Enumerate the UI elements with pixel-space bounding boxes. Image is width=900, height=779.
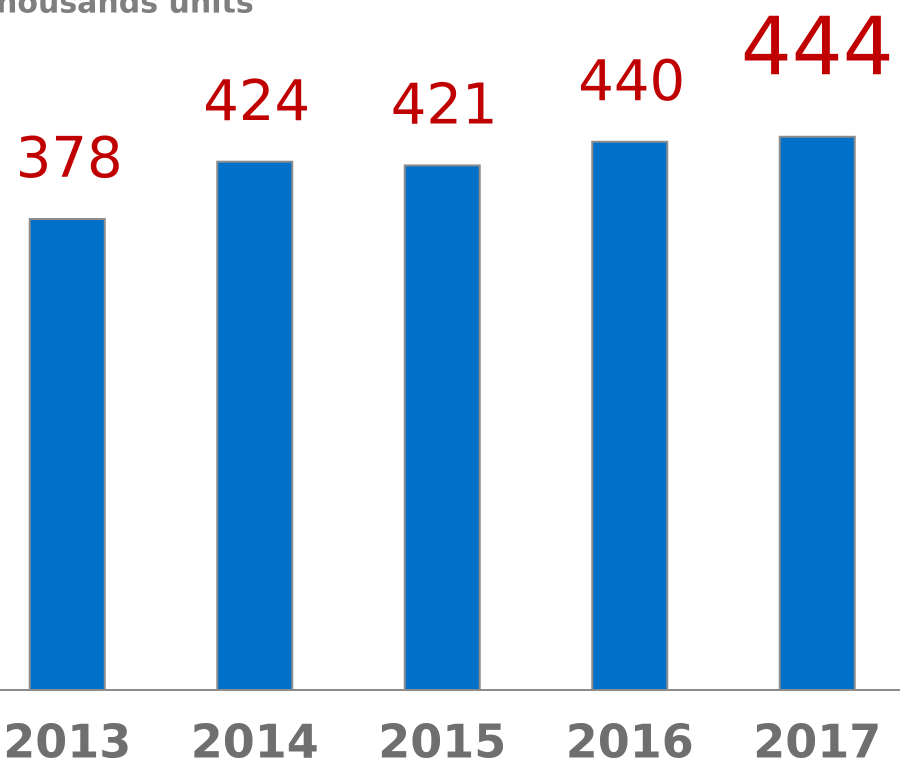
x-tick-label: 2017	[753, 715, 881, 769]
bar	[28, 218, 106, 691]
chart-title: housands units	[0, 0, 254, 21]
x-tick-label: 2015	[378, 715, 506, 769]
data-label: 378	[16, 126, 123, 191]
data-label: 421	[391, 73, 498, 138]
x-tick-label: 2014	[191, 715, 319, 769]
bar	[778, 135, 856, 691]
x-tick-label: 2013	[3, 715, 131, 769]
bar	[216, 160, 294, 692]
data-label: 424	[203, 69, 310, 134]
data-label: 444	[741, 1, 894, 94]
bar	[591, 140, 669, 691]
x-tick-label: 2016	[566, 715, 694, 769]
data-label: 440	[578, 49, 685, 114]
bar	[403, 164, 481, 691]
